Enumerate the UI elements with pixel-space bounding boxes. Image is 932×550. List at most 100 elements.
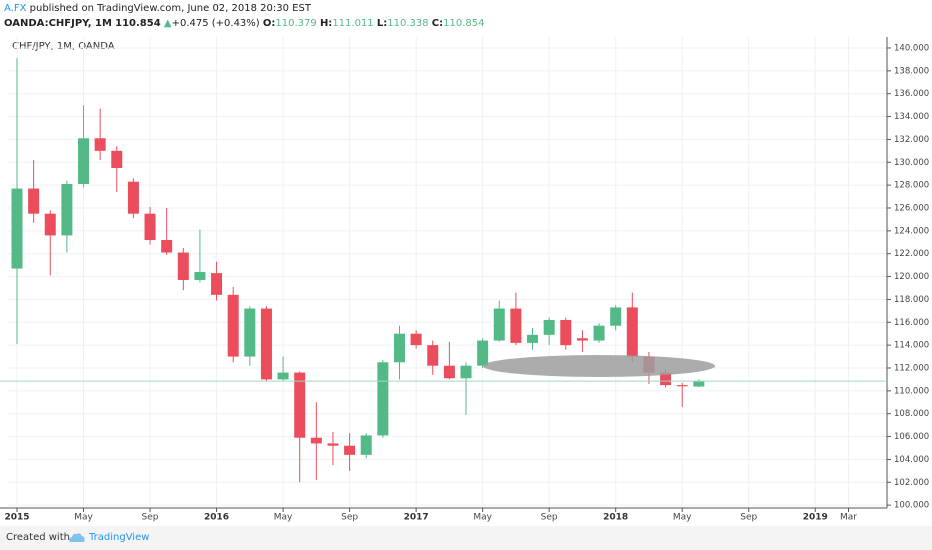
candle-body: [144, 213, 156, 240]
x-tick-label: Sep: [142, 513, 159, 523]
candle-body: [294, 372, 306, 438]
x-tick-label: May: [74, 513, 93, 523]
x-tick-label: Sep: [740, 513, 757, 523]
candle-body: [227, 294, 239, 357]
candle-body: [11, 188, 23, 269]
ohlc-fields: O:110.379 H:111.011 L:110.338 C:110.854: [263, 18, 485, 29]
y-tick-label: 112.000: [894, 363, 929, 373]
candle-body: [527, 334, 539, 343]
last-price: 110.854: [115, 18, 161, 29]
candle-body: [460, 365, 472, 379]
candle-body: [78, 138, 90, 184]
published: published on TradingView.com, June 02, 2…: [29, 3, 311, 14]
field-value: 110.379: [275, 18, 317, 29]
y-tick-label: 114.000: [894, 341, 929, 351]
field-label: L:: [376, 18, 388, 29]
field-value: 110.338: [387, 18, 429, 29]
candle-body: [277, 372, 289, 380]
y-tick-label: 110.000: [894, 386, 929, 396]
change: +0.475 (+0.43%): [171, 18, 260, 29]
y-tick-label: 100.000: [894, 501, 929, 511]
candle-body: [211, 273, 223, 295]
author[interactable]: A.FX: [4, 3, 27, 14]
x-tick-label: May: [274, 513, 293, 523]
y-tick-label: 134.000: [894, 112, 929, 122]
x-tick-label: 2015: [4, 513, 29, 523]
candle-body: [161, 239, 173, 253]
candle-body: [194, 271, 206, 280]
candle-body: [360, 435, 372, 455]
candle-body: [576, 338, 588, 341]
candle-body: [543, 319, 555, 335]
candle-body: [177, 252, 189, 280]
candle-body: [560, 319, 572, 346]
candle-body: [94, 138, 106, 151]
y-tick-label: 120.000: [894, 272, 929, 282]
y-tick-label: 118.000: [894, 295, 929, 305]
y-tick-label: 106.000: [894, 432, 929, 442]
candle-body: [44, 213, 56, 236]
header-line-1: A.FX published on TradingView.com, June …: [4, 3, 311, 14]
candle-body: [593, 325, 605, 341]
x-tick-label: 2016: [204, 513, 229, 523]
change-arrow: ▲: [163, 18, 172, 29]
y-tick-label: 108.000: [894, 409, 929, 419]
x-tick-label: Sep: [341, 513, 358, 523]
logo: [69, 533, 85, 542]
candle-body: [377, 362, 389, 436]
candle-body: [427, 345, 439, 366]
candle-body: [127, 181, 139, 214]
candle-body: [28, 188, 40, 214]
candle-body: [493, 308, 505, 341]
x-tick-label: Mar: [840, 513, 857, 523]
y-tick-label: 124.000: [894, 226, 929, 236]
y-tick-label: 136.000: [894, 89, 929, 99]
field-label: C:: [431, 18, 444, 29]
y-tick-label: 130.000: [894, 158, 929, 168]
y-tick-label: 126.000: [894, 203, 929, 213]
chart: CHF/JPY, 1M, OANDA 100.000 102.000 104.000…: [0, 37, 929, 523]
field-label: O:: [262, 18, 276, 29]
candle-body: [111, 150, 123, 168]
x-tick-label: Sep: [541, 513, 558, 523]
y-tick-label: 102.000: [894, 478, 929, 488]
candle-body: [443, 365, 455, 379]
x-tick-label: 2019: [803, 513, 828, 523]
y-tick-label: 128.000: [894, 181, 929, 191]
candle-body: [393, 333, 405, 363]
candle-body: [61, 183, 73, 236]
candle-body: [244, 308, 256, 357]
candle-body: [260, 308, 272, 380]
candle-body: [676, 385, 688, 387]
field-value: 110.854: [443, 18, 485, 29]
candle-body: [660, 372, 672, 386]
y-tick-label: 140.000: [894, 43, 929, 53]
candle-body: [693, 381, 705, 387]
header-line-2: OANDA:CHFJPY, 1M 110.854 ▲+0.475 (+0.43%…: [4, 18, 484, 29]
x-tick-label: May: [473, 513, 492, 523]
field-value: 111.011: [332, 18, 374, 29]
y-tick-label: 132.000: [894, 135, 929, 145]
created-with: Created with: [6, 532, 70, 543]
candle-body: [510, 308, 522, 343]
candle-body: [610, 307, 622, 326]
candle-body: [477, 340, 489, 366]
candle-body: [626, 307, 638, 357]
y-tick-label: 116.000: [894, 318, 929, 328]
y-tick-label: 122.000: [894, 249, 929, 259]
candle-body: [344, 445, 356, 455]
candle-body: [410, 333, 422, 346]
chart-legend: CHF/JPY, 1M, OANDA: [12, 41, 115, 52]
y-tick-label: 104.000: [894, 455, 929, 465]
x-tick-label: May: [673, 513, 692, 523]
annotation-ellipse: [483, 355, 715, 377]
candle-body: [327, 443, 339, 446]
x-tick-label: 2017: [404, 513, 429, 523]
candle-body: [310, 437, 322, 444]
y-tick-label: 138.000: [894, 66, 929, 76]
field-label: H:: [319, 18, 333, 29]
brand[interactable]: TradingView: [89, 532, 150, 543]
x-tick-label: 2018: [603, 513, 628, 523]
footer: Created with TradingView: [0, 526, 932, 550]
